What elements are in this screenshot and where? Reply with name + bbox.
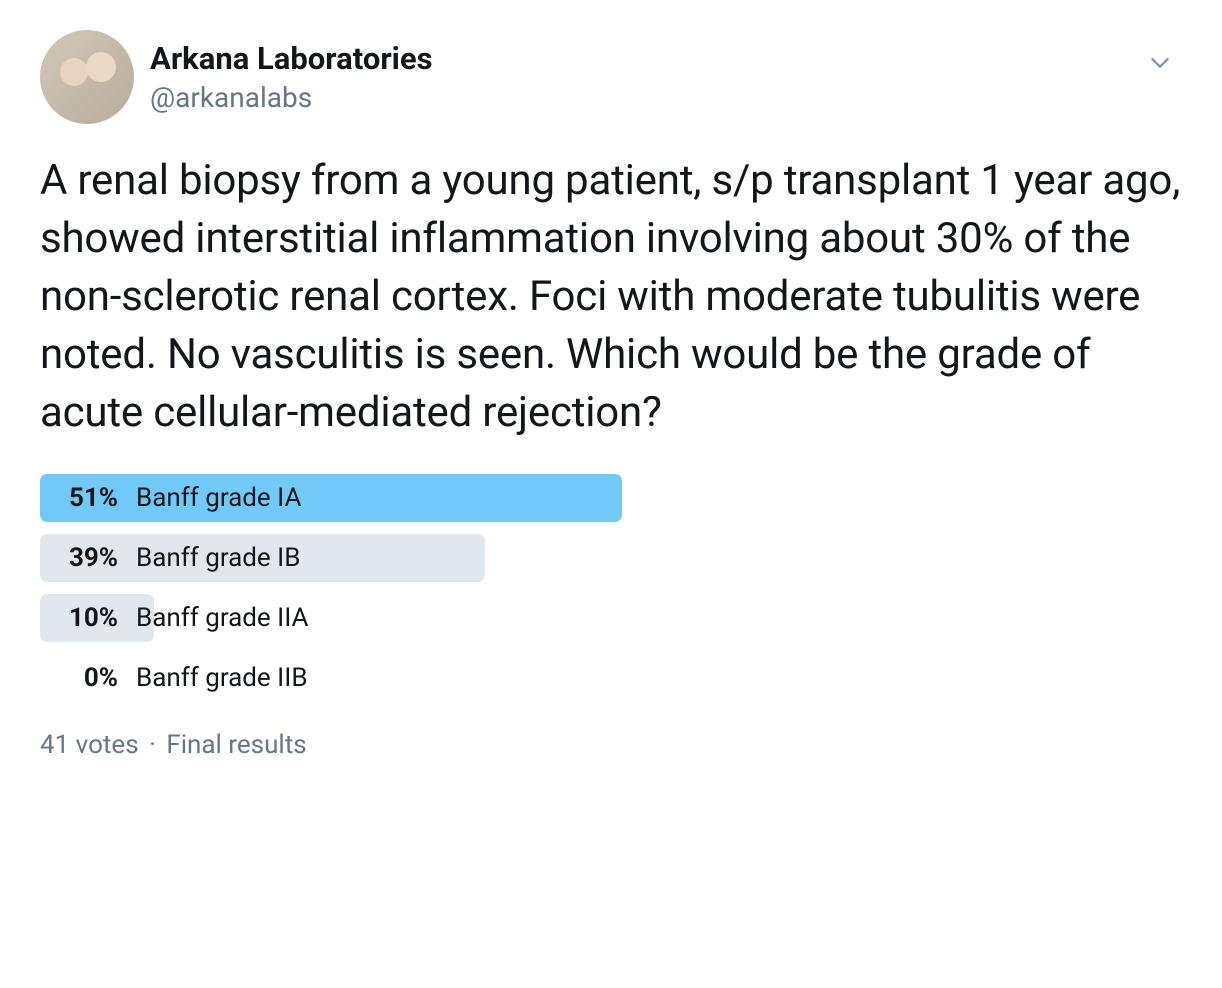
- tweet-header-left: Arkana Laboratories @arkanalabs: [40, 30, 433, 124]
- poll-option[interactable]: 10% Banff grade IIA: [40, 594, 1182, 642]
- poll-label: Banff grade IIA: [136, 603, 309, 633]
- poll-label: Banff grade IIB: [136, 663, 308, 693]
- user-info: Arkana Laboratories @arkanalabs: [150, 40, 433, 114]
- user-handle[interactable]: @arkanalabs: [150, 81, 433, 114]
- poll-footer: 41 votes · Final results: [40, 730, 1182, 760]
- tweet-header: Arkana Laboratories @arkanalabs: [40, 30, 1182, 124]
- poll-percent: 10%: [58, 603, 118, 633]
- poll-percent: 0%: [58, 663, 118, 693]
- poll-option[interactable]: 39% Banff grade IB: [40, 534, 1182, 582]
- tweet-text: A renal biopsy from a young patient, s/p…: [40, 152, 1182, 442]
- tweet-container: Arkana Laboratories @arkanalabs A renal …: [40, 30, 1182, 760]
- poll-label: Banff grade IB: [136, 543, 300, 573]
- poll-votes-count: 41 votes: [40, 730, 139, 760]
- poll-percent: 51%: [58, 483, 118, 513]
- poll-option-content: 10% Banff grade IIA: [40, 594, 1182, 642]
- poll-option[interactable]: 51% Banff grade IA: [40, 474, 1182, 522]
- poll-option-content: 51% Banff grade IA: [40, 474, 1182, 522]
- display-name[interactable]: Arkana Laboratories: [150, 40, 433, 77]
- avatar[interactable]: [40, 30, 134, 124]
- poll-option-content: 0% Banff grade IIB: [40, 654, 1182, 702]
- poll-label: Banff grade IA: [136, 483, 301, 513]
- poll-container: 51% Banff grade IA 39% Banff grade IB 10…: [40, 474, 1182, 702]
- poll-status: Final results: [166, 730, 306, 760]
- poll-percent: 39%: [58, 543, 118, 573]
- chevron-down-icon[interactable]: [1146, 48, 1174, 80]
- poll-option[interactable]: 0% Banff grade IIB: [40, 654, 1182, 702]
- poll-footer-separator: ·: [149, 730, 156, 760]
- poll-option-content: 39% Banff grade IB: [40, 534, 1182, 582]
